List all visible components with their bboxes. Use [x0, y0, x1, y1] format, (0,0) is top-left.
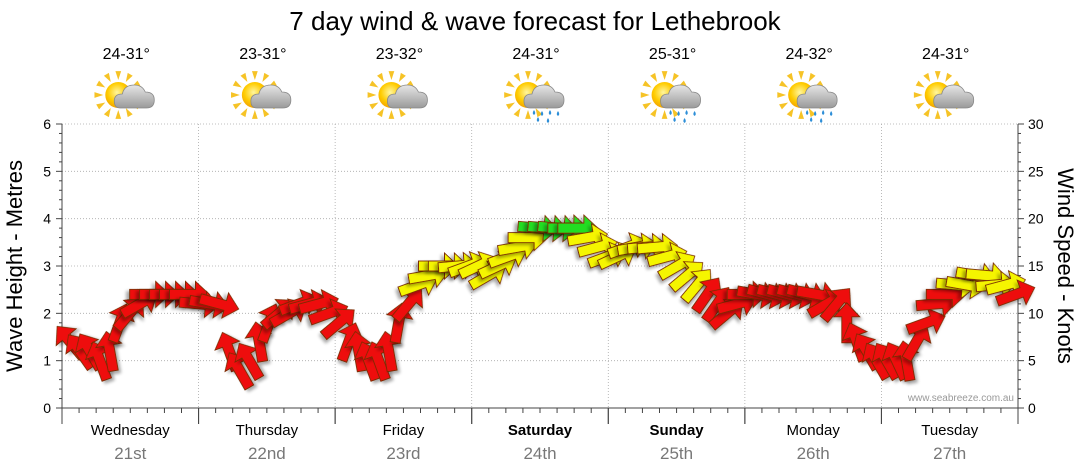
day-name-label: Tuesday [921, 422, 978, 439]
left-tick-label: 4 [43, 211, 51, 227]
day-date-label: 26th [797, 444, 830, 463]
cloud [387, 84, 428, 109]
right-tick-label: 10 [1028, 305, 1044, 321]
x-axis-minor-ticks [61, 408, 1019, 424]
right-tick-label: 20 [1028, 211, 1044, 227]
sun-rays [94, 71, 143, 119]
temperature-range: 23-32° [376, 46, 423, 63]
partly-cloudy-icon: 23-31° [231, 46, 292, 119]
day-date-label: 22nd [248, 444, 286, 463]
day-date-label: 24th [523, 444, 556, 463]
day-name-label: Thursday [236, 422, 299, 439]
watermark: www.seabreeze.com.au [907, 393, 1014, 404]
rain-drops [669, 110, 696, 123]
left-tick-label: 5 [43, 163, 51, 179]
right-axis-title: Wind Speed - Knots [1053, 168, 1078, 364]
showers-icon: 25-31° [640, 46, 701, 123]
left-tick-label: 3 [43, 258, 51, 274]
weather-row: 24-31° 23-31° 23-32° 24-31° 25-31° 24-32° 24-3… [94, 46, 975, 123]
temperature-range: 24-31° [922, 46, 969, 63]
day-date-label: 23rd [386, 444, 420, 463]
partly-cloudy-icon: 24-31° [913, 46, 975, 119]
wind-arrows [55, 214, 1036, 391]
wind-arrow [198, 291, 240, 319]
temperature-range: 25-31° [649, 46, 696, 63]
partly-cloudy-icon: 23-32° [367, 46, 428, 119]
left-axis-ticks: 0 1 2 3 4 5 6 [43, 116, 62, 416]
day-name-label: Sunday [649, 422, 704, 439]
day-date-label: 27th [933, 444, 966, 463]
left-axis-title: Wave Height - Metres [2, 160, 27, 372]
showers-icon: 24-32° [777, 46, 838, 123]
day-date-label: 25th [660, 444, 693, 463]
left-tick-label: 1 [43, 353, 51, 369]
cloud [796, 84, 838, 109]
cloud [113, 84, 155, 109]
wind-arrow [832, 302, 861, 344]
day-date-label: 21st [114, 444, 146, 463]
day-name-label: Saturday [508, 422, 573, 439]
left-tick-label: 0 [43, 400, 51, 416]
temperature-range: 24-32° [785, 46, 832, 63]
day-labels: Wednesday 21st Thursday 22nd Friday 23rd Satur… [91, 422, 979, 463]
rain-drops [532, 110, 560, 123]
rain-drops [805, 110, 833, 123]
showers-icon: 24-31° [504, 46, 565, 123]
left-tick-label: 6 [43, 116, 51, 132]
cloud [523, 84, 565, 109]
right-tick-label: 30 [1028, 116, 1044, 132]
temperature-range: 24-31° [103, 46, 150, 63]
day-name-label: Monday [786, 422, 840, 439]
temperature-range: 24-31° [512, 46, 559, 63]
right-axis-ticks: 0 5 10 15 20 25 30 [1018, 116, 1044, 416]
cloud [250, 84, 292, 109]
chart-title: 7 day wind & wave forecast for Lethebroo… [289, 6, 781, 36]
right-tick-label: 15 [1028, 258, 1044, 274]
temperature-range: 23-31° [239, 46, 286, 63]
cloud [660, 84, 701, 109]
day-name-label: Wednesday [91, 422, 170, 439]
cloud [933, 84, 975, 109]
partly-cloudy-icon: 24-31° [94, 46, 155, 119]
right-tick-label: 5 [1028, 353, 1036, 369]
right-tick-label: 0 [1028, 400, 1036, 416]
wind-arrow [994, 279, 1036, 307]
right-tick-label: 25 [1028, 163, 1044, 179]
day-name-label: Friday [383, 422, 425, 439]
left-tick-label: 2 [43, 305, 51, 321]
